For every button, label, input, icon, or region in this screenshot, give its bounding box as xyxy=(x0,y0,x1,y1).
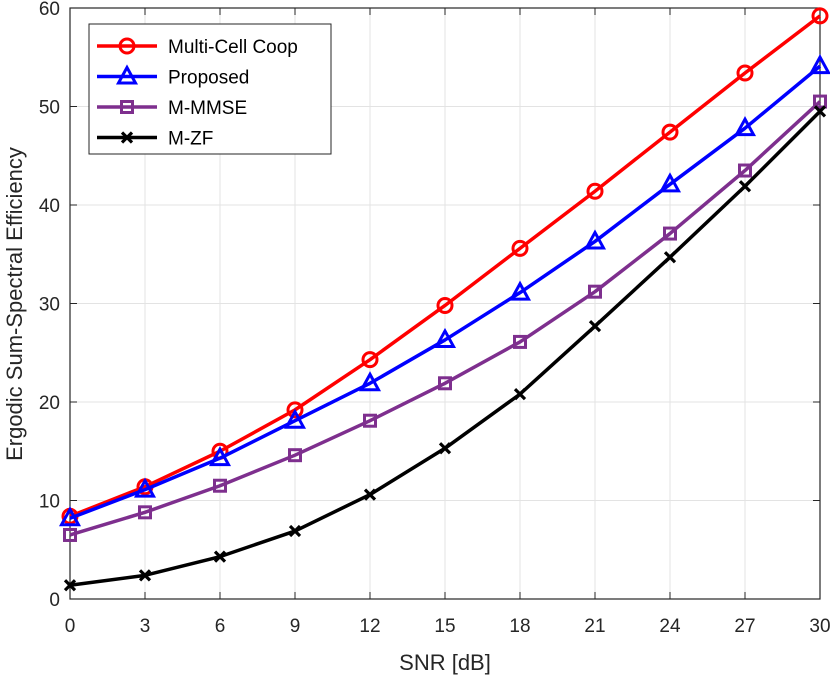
data-point xyxy=(583,229,607,250)
data-point xyxy=(208,446,232,467)
x-tick-label: 18 xyxy=(509,616,530,637)
legend-swatch-marker xyxy=(115,64,139,85)
data-point xyxy=(433,327,457,348)
data-point xyxy=(133,477,157,498)
x-tick-label: 6 xyxy=(215,616,226,637)
data-point xyxy=(513,387,527,401)
legend-item: M-ZF xyxy=(97,129,213,150)
data-point xyxy=(58,506,82,527)
data-point xyxy=(438,442,452,455)
data-point xyxy=(813,105,827,118)
data-point xyxy=(813,94,827,109)
data-point xyxy=(513,334,527,349)
data-point xyxy=(586,182,604,200)
legend-label: M-ZF xyxy=(168,129,213,150)
y-tick-label: 60 xyxy=(39,0,60,20)
data-point xyxy=(811,7,829,25)
data-point xyxy=(283,408,307,429)
series-m-mmse xyxy=(63,94,827,542)
series-line xyxy=(69,100,822,537)
data-point xyxy=(361,351,379,369)
series-m-zf xyxy=(63,105,827,592)
legend-label: M-MMSE xyxy=(168,98,247,119)
data-point xyxy=(213,550,227,563)
data-point xyxy=(358,371,382,392)
x-axis-label: SNR [dB] xyxy=(399,650,491,675)
data-point xyxy=(138,505,152,520)
data-point xyxy=(436,296,454,314)
data-point xyxy=(438,376,452,391)
legend-swatch-marker xyxy=(120,131,134,144)
data-point xyxy=(588,320,602,333)
y-tick-label: 30 xyxy=(39,295,60,316)
data-point xyxy=(738,163,752,178)
tick-labels: 0 3 6 9 12 15 18 21 24 27 30 0 10 20 30 40 50 60 xyxy=(39,0,830,637)
y-tick-label: 10 xyxy=(39,492,60,513)
series-line xyxy=(69,14,822,518)
data-point xyxy=(63,579,77,592)
legend-item: Multi-Cell Coop xyxy=(97,37,298,58)
series-proposed xyxy=(58,53,830,527)
data-point xyxy=(286,401,304,419)
data-point xyxy=(588,284,602,299)
data-point xyxy=(508,280,532,301)
x-tick-label: 27 xyxy=(734,616,755,637)
data-point xyxy=(213,478,227,493)
x-tick-label: 24 xyxy=(659,616,681,637)
x-tick-label: 30 xyxy=(809,616,830,637)
legend-label: Multi-Cell Coop xyxy=(168,37,298,58)
series-line xyxy=(69,64,822,520)
x-tick-label: 21 xyxy=(584,616,605,637)
legend-swatch-marker xyxy=(118,37,136,55)
legend-label: Proposed xyxy=(168,68,249,89)
data-point xyxy=(363,413,377,428)
x-tick-label: 9 xyxy=(290,616,301,637)
data-point xyxy=(511,239,529,257)
data-point xyxy=(738,180,752,193)
x-tick-label: 12 xyxy=(359,616,380,637)
data-point xyxy=(63,527,77,542)
legend-item: M-MMSE xyxy=(97,98,247,119)
axes-box xyxy=(69,7,821,600)
data-point xyxy=(363,488,377,501)
data-point xyxy=(808,53,830,75)
data-point xyxy=(288,524,302,538)
y-tick-label: 40 xyxy=(39,196,60,217)
series-group xyxy=(58,7,830,592)
data-point xyxy=(138,569,152,582)
y-tick-label: 0 xyxy=(49,590,60,611)
x-tick-label: 0 xyxy=(65,616,76,637)
legend: Multi-Cell Coop Proposed M-MMSE M-ZF xyxy=(88,23,332,155)
y-tick-label: 20 xyxy=(39,393,60,414)
data-point xyxy=(733,116,757,137)
x-tick-label: 3 xyxy=(140,616,151,637)
data-point xyxy=(288,448,302,463)
axes xyxy=(69,7,821,600)
data-point xyxy=(658,172,682,193)
data-point xyxy=(736,64,754,82)
x-tick-label: 15 xyxy=(434,616,455,637)
y-axis-label: Ergodic Sum-Spectral Efficiency xyxy=(2,147,27,461)
data-point xyxy=(663,251,677,264)
legend-item: Proposed xyxy=(97,64,249,89)
y-tick-label: 50 xyxy=(39,98,60,119)
data-point xyxy=(663,226,677,241)
legend-swatch-marker xyxy=(120,100,134,114)
data-point xyxy=(661,123,679,141)
